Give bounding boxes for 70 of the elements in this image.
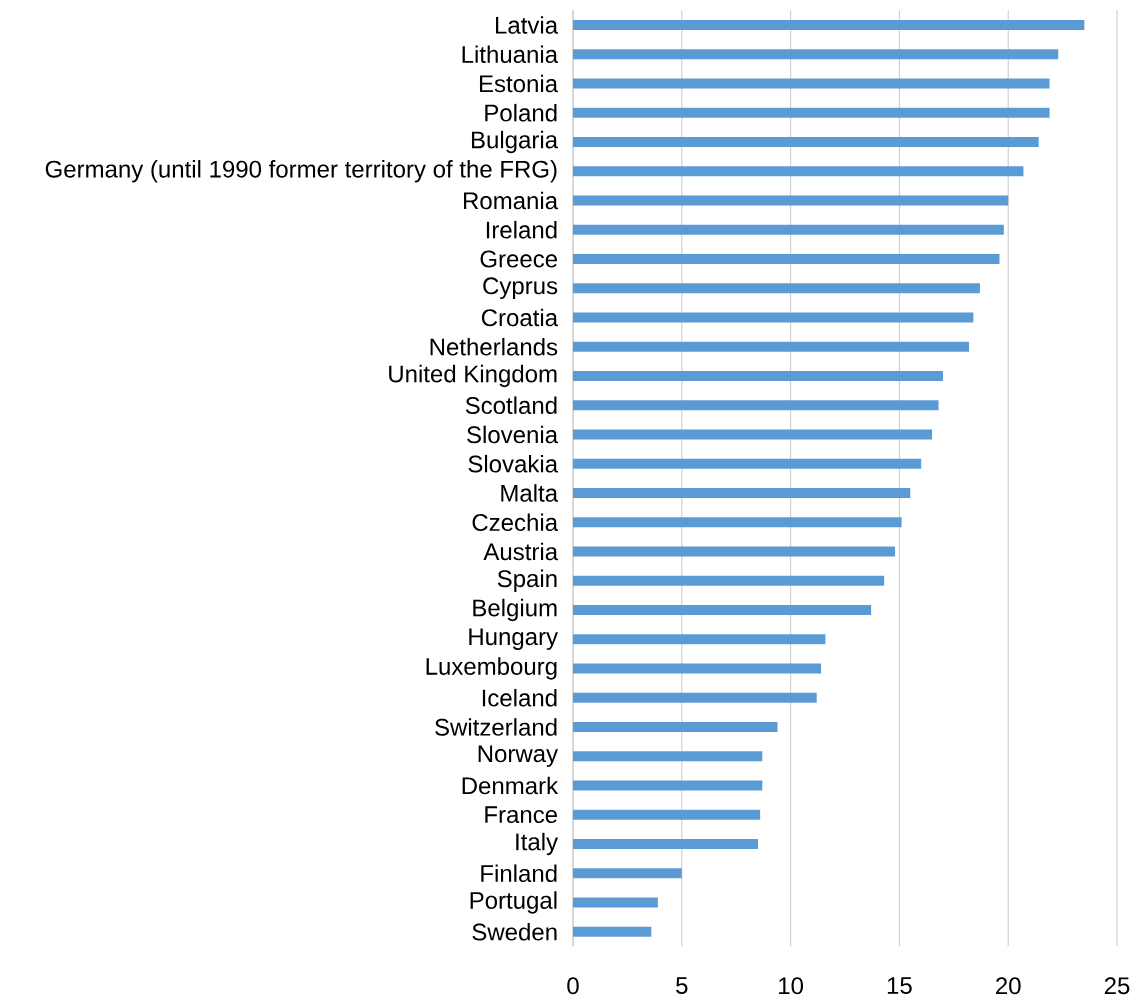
y-tick-label: Scotland [465,396,557,415]
y-tick-label: Slovakia [468,454,559,473]
bar [573,838,758,849]
bar [573,517,902,528]
bar [573,487,911,498]
bar [573,107,1050,118]
x-tick-label: 20 [996,977,1021,995]
y-tick-label: Hungary [469,628,559,650]
bar [573,341,970,352]
y-tick-label: Italy [516,832,559,856]
bar [573,634,826,645]
bar [573,78,1050,89]
bar [573,692,817,703]
y-tick-label: Cyprus [483,277,558,300]
bar [573,19,1085,30]
y-tick-label: Norway [478,745,559,767]
bar [573,253,1000,264]
bar [573,897,658,908]
y-tick-label: Malta [501,484,559,502]
y-tick-label: Germany (until 1990 former territory of the FRG) [45,160,557,183]
bar [573,458,922,469]
bar [573,575,885,586]
y-tick-label: Netherlands [430,337,558,356]
bar [573,780,763,791]
y-tick-label: Finland [481,864,557,883]
bar [573,224,1004,235]
y-tick-label: Ireland [486,220,557,239]
bar [573,604,872,615]
y-tick-label: United Kingdom [389,364,557,388]
y-tick-label: France [485,806,557,824]
y-tick-label: Austria [483,542,559,561]
y-tick-label: Luxembourg [426,657,557,680]
y-tick-label: Iceland [482,688,557,707]
bar [573,49,1059,60]
bar [573,283,980,294]
y-tick-label: Greece [480,250,557,268]
bar [573,809,761,820]
bar [573,400,939,411]
y-tick-label: Poland [485,103,557,122]
y-tick-label: Lithuania [462,45,559,64]
bar [573,429,933,440]
y-tick-label: Croatia [481,308,559,327]
bar [573,721,778,732]
y-tick-label: Portugal [470,891,557,914]
x-tick-label: 5 [676,977,688,995]
y-tick-label: Czechia [472,513,559,532]
y-tick-label: Bulgaria [471,130,559,154]
bar [573,751,763,762]
bar [573,926,652,937]
y-tick-label: Sweden [472,922,557,941]
y-tick-label: Latvia [495,16,559,34]
bar [573,546,896,557]
bar [573,195,1009,206]
x-tick-label: 15 [887,977,912,995]
y-tick-label: Denmark [462,776,559,795]
y-tick-label: Belgium [473,598,557,622]
y-tick-label: Switzerland [435,718,557,736]
bar [573,868,682,879]
y-tick-label: Slovenia [467,425,559,444]
bar [573,370,943,381]
x-tick-label: 25 [1104,977,1130,995]
x-tick-label: 10 [779,977,804,995]
bar [573,136,1039,147]
y-tick-label: Spain [497,569,557,592]
y-tick-label: Estonia [479,74,559,93]
bar [573,166,1024,177]
bar [573,312,974,323]
x-tick-label: 0 [567,977,579,995]
bar [573,663,822,674]
y-tick-label: Romania [463,191,559,210]
